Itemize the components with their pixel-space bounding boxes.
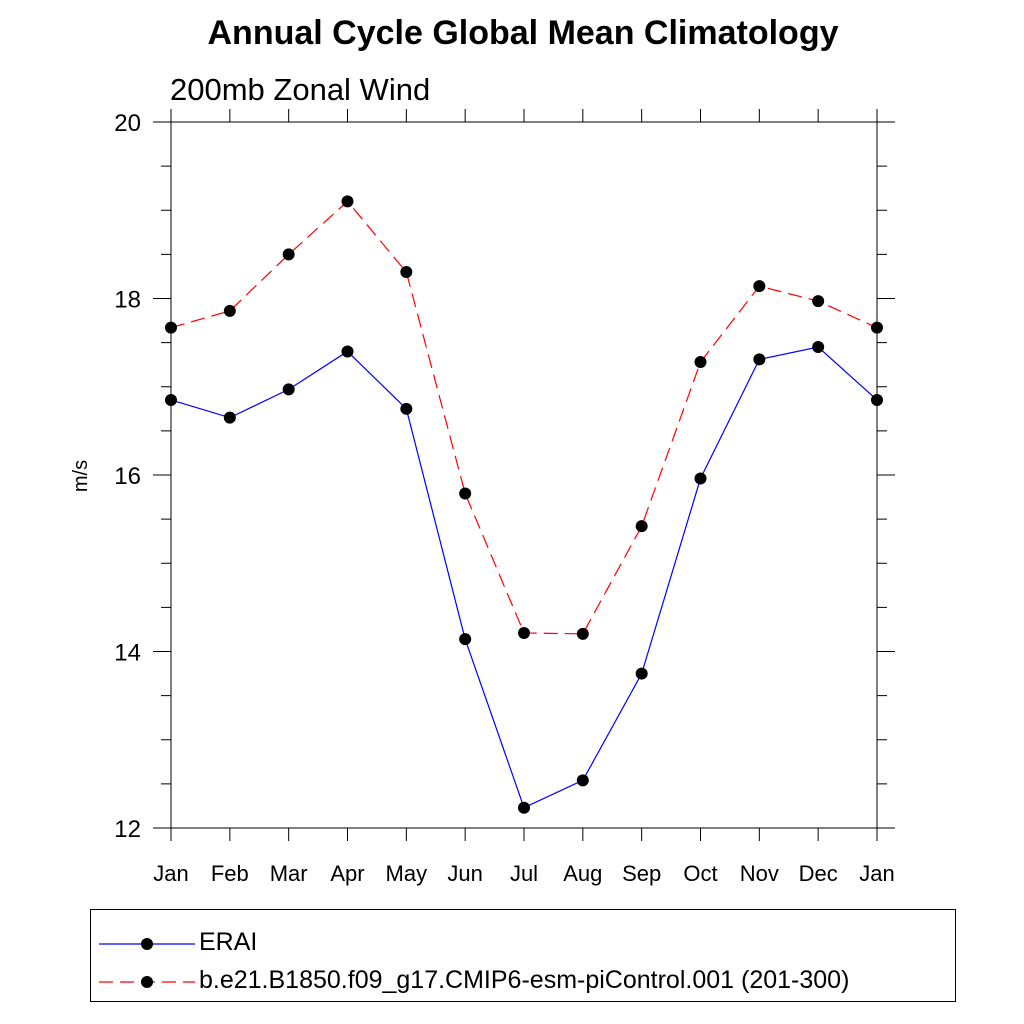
data-point xyxy=(341,345,354,358)
data-point xyxy=(635,667,648,680)
series-layer xyxy=(165,195,883,814)
legend-label-1: b.e21.B1850.f09_g17.CMIP6-esm-piControl.… xyxy=(199,966,850,994)
data-point xyxy=(400,266,413,279)
legend-entry-0: ERAI xyxy=(91,924,951,964)
series-1 xyxy=(165,195,883,640)
axes: 12 14 16 18 20 Jan Feb Mar Apr May Jun Jul Aug Sep Oct… xyxy=(114,109,895,886)
data-point xyxy=(223,411,236,424)
data-point xyxy=(871,393,883,406)
series-line-1 xyxy=(170,200,878,635)
y-tick-label: 16 xyxy=(114,463,141,490)
x-tick-label: Jul xyxy=(510,861,538,886)
x-tick-label: Oct xyxy=(683,861,717,886)
data-point xyxy=(223,304,236,317)
data-point xyxy=(459,487,472,500)
x-tick-label: Apr xyxy=(330,861,364,886)
data-point xyxy=(812,341,825,354)
x-tick-label: Jun xyxy=(447,861,482,886)
x-tick-label: Sep xyxy=(622,861,661,886)
chart-title: Annual Cycle Global Mean Climatology xyxy=(207,14,839,52)
data-point xyxy=(812,295,825,308)
x-tick-label: Jan xyxy=(859,861,894,886)
y-tick-label: 12 xyxy=(114,816,141,843)
data-point xyxy=(282,383,295,396)
data-point xyxy=(518,626,530,639)
legend-swatch-0 xyxy=(99,938,195,950)
data-point xyxy=(871,321,883,334)
y-tick-label: 18 xyxy=(114,287,141,314)
data-point xyxy=(694,472,707,485)
data-point xyxy=(753,353,766,366)
legend-entry-1: b.e21.B1850.f09_g17.CMIP6-esm-piControl.… xyxy=(91,962,951,1002)
y-axis-title: m/s xyxy=(70,460,92,492)
data-point xyxy=(576,627,589,640)
data-point xyxy=(400,402,413,415)
x-tick-label: Nov xyxy=(740,861,779,886)
data-point xyxy=(694,356,707,369)
x-tick-label: Dec xyxy=(799,861,838,886)
legend-swatch-1 xyxy=(99,976,195,988)
x-tick-label: Aug xyxy=(563,861,602,886)
data-point xyxy=(459,633,472,646)
legend: ERAI b.e21.B1850.f09_g17.CMIP6-esm-piCon… xyxy=(90,909,956,1002)
data-point xyxy=(518,801,530,814)
series-0 xyxy=(165,341,883,814)
x-tick-label: Jan xyxy=(153,861,188,886)
y-tick-label: 20 xyxy=(114,110,141,137)
data-point xyxy=(576,774,589,787)
chart-subtitle: 200mb Zonal Wind xyxy=(170,72,431,107)
legend-label-0: ERAI xyxy=(199,928,258,956)
data-point xyxy=(282,248,295,261)
data-point xyxy=(165,321,177,334)
series-line-0 xyxy=(170,346,878,809)
data-point xyxy=(341,195,354,208)
data-point xyxy=(753,280,766,293)
data-point xyxy=(635,520,648,533)
x-tick-label: Feb xyxy=(211,861,249,886)
data-point xyxy=(165,393,177,406)
legend-marker-0 xyxy=(141,938,153,950)
legend-marker-1 xyxy=(141,976,153,988)
plot-frame xyxy=(170,121,878,829)
x-tick-label: May xyxy=(386,861,428,886)
x-tick-label: Mar xyxy=(270,861,308,886)
y-tick-label: 14 xyxy=(114,640,141,667)
